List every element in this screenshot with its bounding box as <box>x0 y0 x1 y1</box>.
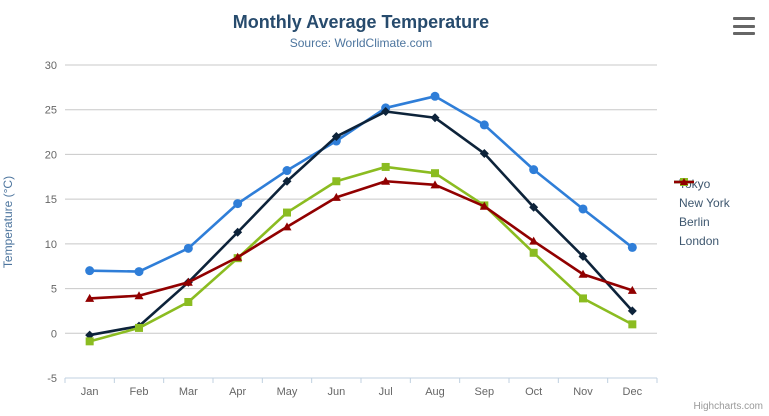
series-tokyo <box>85 91 637 277</box>
square-marker[interactable] <box>579 294 587 303</box>
series-london <box>85 176 637 302</box>
circle-marker[interactable] <box>578 204 588 214</box>
x-tick-label: Jun <box>327 386 345 398</box>
square-marker[interactable] <box>85 337 94 346</box>
triangle-marker[interactable] <box>627 285 637 294</box>
square-marker[interactable] <box>431 169 439 178</box>
diamond-marker[interactable] <box>331 132 341 142</box>
triangle-icon <box>680 178 688 185</box>
diamond-marker[interactable] <box>578 251 588 261</box>
x-tick-label: May <box>277 386 298 398</box>
triangle-marker[interactable] <box>430 180 440 189</box>
x-tick-label: Mar <box>179 386 198 398</box>
x-tick-label: Oct <box>525 386 542 398</box>
chart-subtitle: Source: WorldClimate.com <box>289 36 433 50</box>
triangle-marker[interactable] <box>183 277 193 286</box>
triangle-marker[interactable] <box>381 176 391 185</box>
y-tick-label: 20 <box>45 149 57 161</box>
diamond-marker[interactable] <box>479 149 489 159</box>
diamond-marker[interactable] <box>529 202 539 212</box>
square-marker[interactable] <box>628 320 637 329</box>
triangle-marker[interactable] <box>529 236 539 245</box>
hamburger-bar <box>733 24 755 28</box>
circle-marker[interactable] <box>627 242 637 252</box>
legend: Tokyo New York Berlin London <box>674 176 730 252</box>
diamond-marker[interactable] <box>430 113 440 123</box>
triangle-marker[interactable] <box>134 291 144 300</box>
series-new-york <box>85 107 637 340</box>
legend-item-london[interactable]: London <box>674 178 730 249</box>
y-tick-label: 15 <box>45 194 57 206</box>
x-tick-label: Feb <box>130 386 149 398</box>
y-tick-label: 25 <box>45 105 57 117</box>
square-marker[interactable] <box>381 162 390 171</box>
y-tick-label: 30 <box>45 60 57 72</box>
triangle-marker[interactable] <box>233 252 243 261</box>
series-line[interactable] <box>88 110 634 337</box>
diamond-marker[interactable] <box>627 306 637 316</box>
diamond-marker[interactable] <box>381 107 391 117</box>
circle-marker[interactable] <box>85 266 95 276</box>
hamburger-bar <box>733 32 755 35</box>
circle-marker[interactable] <box>479 120 489 130</box>
chart-title: Monthly Average Temperature <box>232 12 490 32</box>
y-tick-label: 0 <box>51 328 57 340</box>
x-tick-label: Jan <box>81 386 99 398</box>
circle-marker[interactable] <box>282 166 292 176</box>
hamburger-bar <box>733 17 755 20</box>
legend-item-new-york[interactable]: New York <box>674 178 730 211</box>
legend-item-berlin[interactable]: Berlin <box>674 178 730 230</box>
circle-marker[interactable] <box>134 267 144 277</box>
series-line[interactable] <box>88 165 634 343</box>
diamond-marker[interactable] <box>85 330 95 340</box>
x-tick-label: Sep <box>475 386 495 398</box>
x-tick-label: Jul <box>379 386 393 398</box>
legend-label: Berlin <box>679 215 710 229</box>
triangle-marker[interactable] <box>578 269 588 278</box>
x-tick-label: Aug <box>425 386 445 398</box>
triangle-marker[interactable] <box>282 222 292 231</box>
hamburger-icon[interactable] <box>733 16 755 36</box>
square-marker[interactable] <box>283 208 291 217</box>
y-tick-label: -5 <box>47 373 57 385</box>
circle-marker[interactable] <box>529 165 539 175</box>
y-tick-label: 10 <box>45 239 57 251</box>
square-marker[interactable] <box>332 177 341 186</box>
series-line[interactable] <box>88 179 634 300</box>
highcharts-credits-link[interactable]: Highcharts.com <box>693 401 763 412</box>
circle-marker[interactable] <box>233 199 243 209</box>
triangle-marker[interactable] <box>479 201 489 210</box>
diamond-marker[interactable] <box>233 227 243 237</box>
triangle-marker[interactable] <box>331 192 341 201</box>
legend-label: London <box>679 234 720 248</box>
legend-label: New York <box>679 196 730 210</box>
square-marker[interactable] <box>184 297 193 306</box>
y-tick-label: 5 <box>51 284 57 296</box>
y-axis-title: Temperature (°C) <box>1 175 15 269</box>
circle-marker[interactable] <box>430 91 440 101</box>
diamond-marker[interactable] <box>282 176 292 186</box>
x-tick-label: Nov <box>573 386 593 398</box>
circle-marker[interactable] <box>183 243 193 253</box>
x-tick-label: Dec <box>623 386 643 398</box>
x-tick-label: Apr <box>229 386 246 398</box>
triangle-marker[interactable] <box>85 293 95 302</box>
square-marker[interactable] <box>529 248 538 257</box>
triangle-legend-icon <box>674 178 694 185</box>
square-marker[interactable] <box>135 323 143 332</box>
